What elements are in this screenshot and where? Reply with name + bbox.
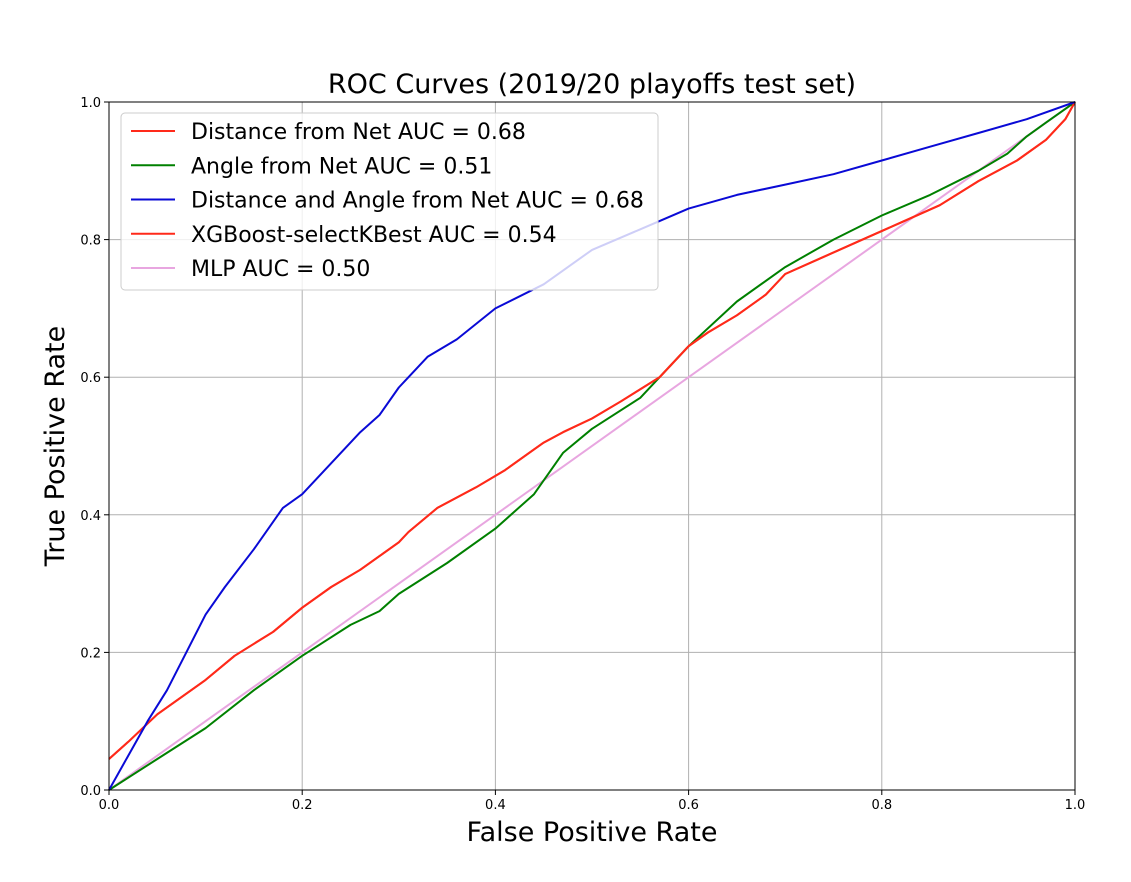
legend: Distance from Net AUC = 0.68 Angle from N…	[120, 112, 659, 291]
y-tick-label: 0.6	[80, 371, 101, 386]
x-tick-label: 1.0	[1065, 798, 1086, 813]
series-line-3	[108, 101, 1076, 760]
legend-entry: MLP AUC = 0.50	[191, 257, 370, 282]
y-ticks: 0.0 0.2 0.4 0.6 0.8 1.0	[80, 96, 109, 799]
y-tick-label: 0.8	[80, 234, 101, 249]
x-tick-label: 0.6	[678, 798, 699, 813]
y-axis-label: True Positive Rate	[40, 326, 71, 568]
series-group	[108, 101, 1076, 791]
legend-entry: XGBoost-selectKBest AUC = 0.54	[191, 223, 557, 248]
legend-entry: Distance and Angle from Net AUC = 0.68	[191, 189, 644, 214]
plot-frame	[108, 101, 1076, 791]
y-tick-label: 0.4	[80, 509, 101, 524]
chart-title: ROC Curves (2019/20 playoffs test set)	[328, 69, 856, 100]
x-tick-label: 0.4	[485, 798, 506, 813]
x-tick-label: 0.8	[871, 798, 892, 813]
y-tick-label: 0.0	[80, 784, 101, 799]
series-line-2	[108, 101, 1076, 791]
legend-entry: Angle from Net AUC = 0.51	[191, 154, 492, 179]
y-tick-label: 1.0	[80, 96, 101, 111]
legend-entry: Distance from Net AUC = 0.68	[191, 120, 526, 145]
x-axis-label: False Positive Rate	[467, 817, 718, 848]
x-tick-label: 0.0	[99, 798, 120, 813]
x-tick-label: 0.2	[292, 798, 313, 813]
legend-box	[120, 112, 659, 291]
x-ticks: 0.0 0.2 0.4 0.6 0.8 1.0	[99, 790, 1086, 813]
series-line-1	[108, 101, 1076, 791]
y-tick-label: 0.2	[80, 646, 101, 661]
